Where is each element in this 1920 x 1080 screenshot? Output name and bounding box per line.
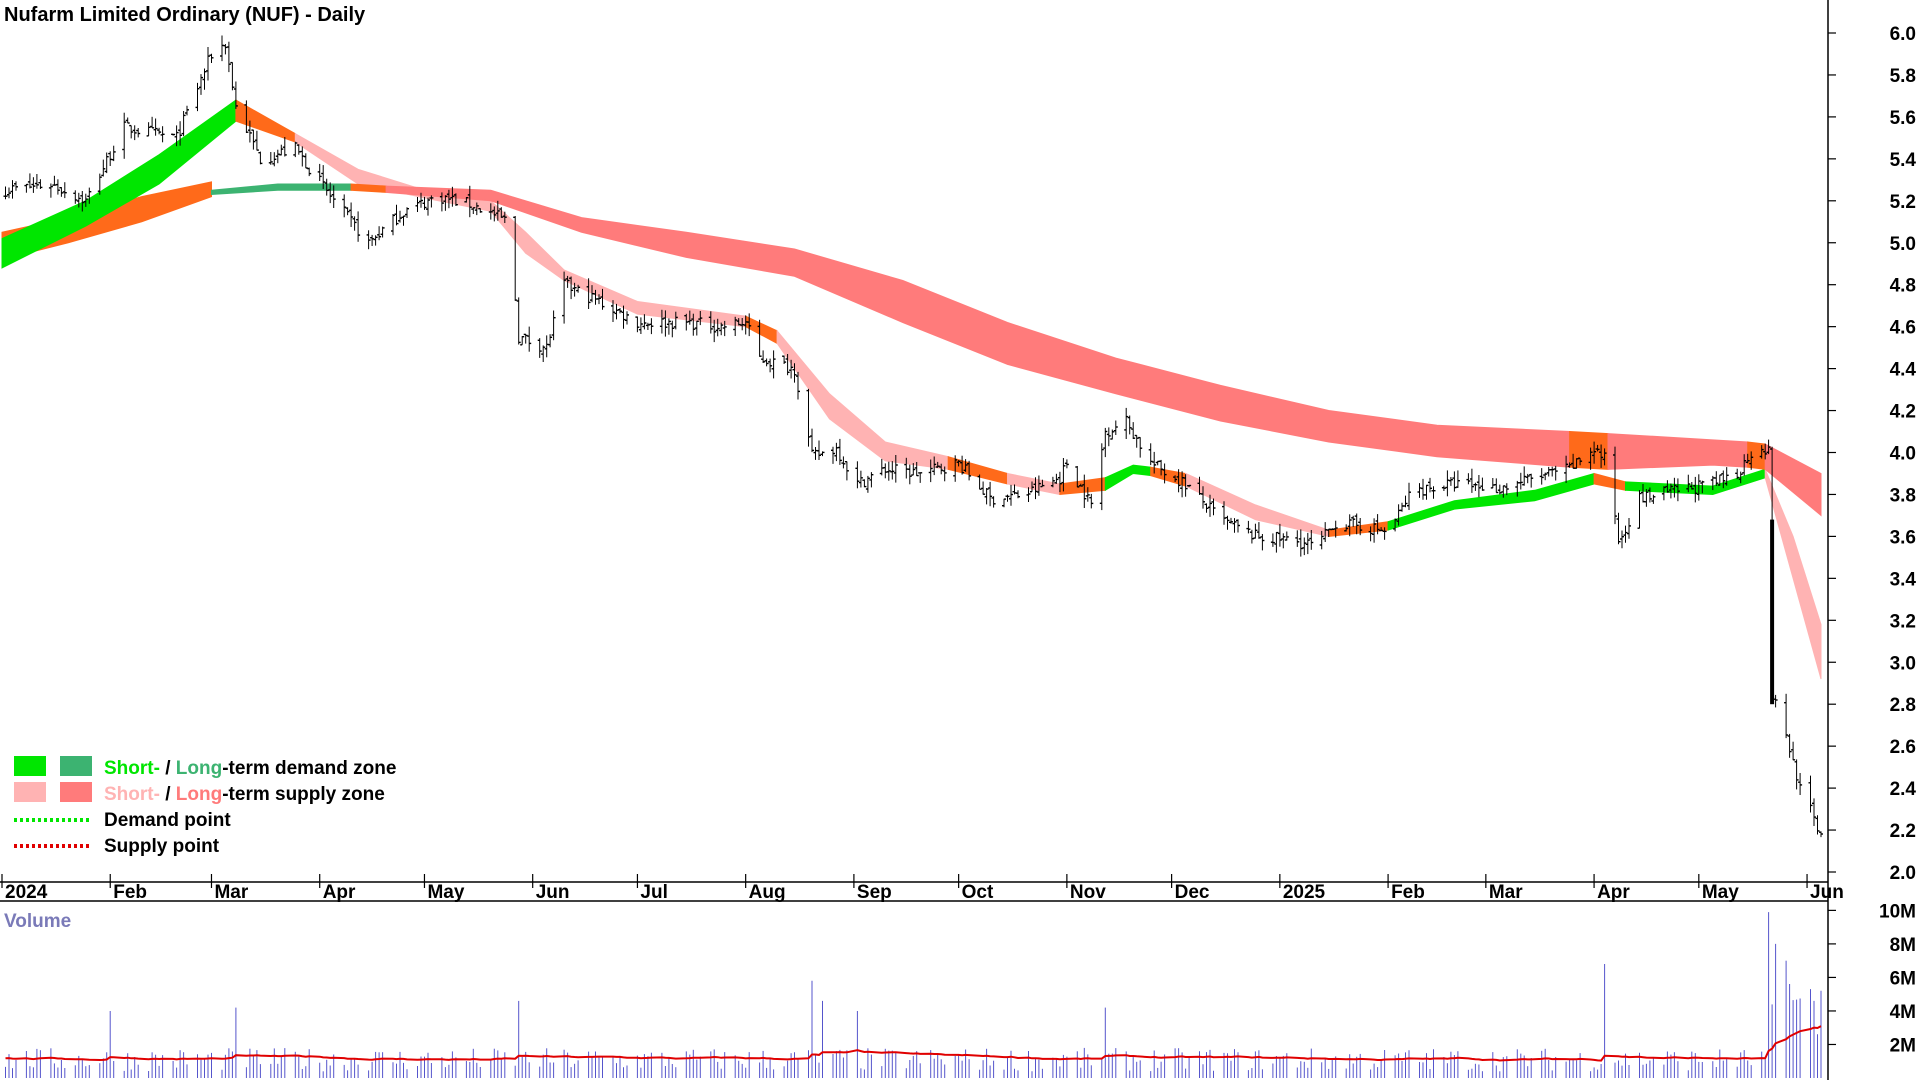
price-tick-label: 3.6 xyxy=(1890,527,1916,548)
date-tick-label: Feb xyxy=(113,882,147,903)
legend-label-part: Short- xyxy=(104,784,160,805)
legend-label-part: Long xyxy=(176,784,222,805)
date-tick-label: Sep xyxy=(857,882,892,903)
date-tick-label: Apr xyxy=(1597,882,1630,903)
date-tick-label: Jul xyxy=(640,882,667,903)
legend-label: Supply point xyxy=(104,836,220,857)
price-tick-label: 2.2 xyxy=(1890,821,1916,842)
date-tick-label: Mar xyxy=(1489,882,1523,903)
volume-average-line xyxy=(5,1025,1822,1062)
volume-tick-label: 4M xyxy=(1890,1002,1916,1023)
date-tick-label: Feb xyxy=(1391,882,1425,903)
price-tick-label: 2.0 xyxy=(1890,863,1916,884)
date-tick-label: 2025 xyxy=(1283,882,1326,903)
date-tick-label: Mar xyxy=(214,882,248,903)
legend-label-part: Short- xyxy=(104,758,160,779)
price-tick-label: 2.8 xyxy=(1890,695,1916,716)
legend-swatch-long xyxy=(60,782,92,802)
legend-swatch-short xyxy=(14,756,46,776)
legend-label-part: Demand point xyxy=(104,810,231,831)
price-tick-label: 3.2 xyxy=(1890,611,1916,632)
volume-tick-label: 2M xyxy=(1890,1035,1916,1056)
legend-label: Short- / Long-term supply zone xyxy=(104,784,385,805)
price-tick-label: 4.0 xyxy=(1890,444,1916,465)
date-tick-label: Aug xyxy=(749,882,786,903)
supply-zone-band xyxy=(1569,430,1609,470)
volume-tick-label: 8M xyxy=(1890,935,1916,956)
supply-zone-band xyxy=(1764,469,1822,680)
legend-swatch-short xyxy=(14,782,46,802)
price-tick-label: 2.4 xyxy=(1890,779,1917,800)
price-tick-label: 5.0 xyxy=(1890,234,1916,255)
price-tick-label: 3.8 xyxy=(1890,485,1916,506)
legend-label-part: / xyxy=(160,758,176,779)
legend-swatch-long xyxy=(60,756,92,776)
price-tick-label: 3.0 xyxy=(1890,653,1916,674)
date-tick-label: Jun xyxy=(1810,882,1844,903)
price-tick-label: 4.4 xyxy=(1890,360,1917,381)
date-tick-label: 2024 xyxy=(5,882,48,903)
price-tick-label: 6.0 xyxy=(1890,24,1916,45)
legend-label-part: Long xyxy=(176,758,222,779)
chart-title: Nufarm Limited Ordinary (NUF) - Daily xyxy=(4,4,366,26)
zones-layer xyxy=(1,99,1822,680)
legend-label-part: -term demand zone xyxy=(222,758,396,779)
date-tick-label: Apr xyxy=(323,882,356,903)
price-tick-label: 5.4 xyxy=(1890,150,1917,171)
price-tick-label: 4.6 xyxy=(1890,318,1916,339)
supply-zone-band xyxy=(1764,443,1822,517)
price-tick-label: 5.8 xyxy=(1890,66,1916,87)
price-tick-label: 4.8 xyxy=(1890,276,1916,297)
price-tick-label: 5.6 xyxy=(1890,108,1916,129)
legend-label-part: -term supply zone xyxy=(222,784,385,805)
date-tick-label: May xyxy=(427,882,464,903)
date-tick-label: Dec xyxy=(1175,882,1210,903)
date-tick-label: Oct xyxy=(962,882,994,903)
price-tick-label: 2.6 xyxy=(1890,737,1916,758)
legend-label-part: / xyxy=(160,784,176,805)
volume-tick-label: 6M xyxy=(1890,968,1916,989)
price-tick-label: 3.4 xyxy=(1890,569,1917,590)
volume-layer: 10M 8M 6M 4M 2M xyxy=(5,901,1916,1078)
legend-label-part: Supply point xyxy=(104,836,220,857)
gap-down-candle xyxy=(1770,519,1775,705)
date-tick-label: Jun xyxy=(536,882,570,903)
volume-tick-label: 10M xyxy=(1879,901,1916,922)
date-tick-label: May xyxy=(1702,882,1739,903)
legend-label: Demand point xyxy=(104,810,231,831)
price-tick-label: 5.2 xyxy=(1890,192,1916,213)
legend-label: Short- / Long-term demand zone xyxy=(104,758,396,779)
candles-layer xyxy=(3,35,1823,838)
date-tick-label: Nov xyxy=(1070,882,1106,903)
supply-zone-band xyxy=(1747,441,1766,470)
price-tick-label: 4.2 xyxy=(1890,402,1916,423)
volume-title: Volume xyxy=(4,911,71,932)
